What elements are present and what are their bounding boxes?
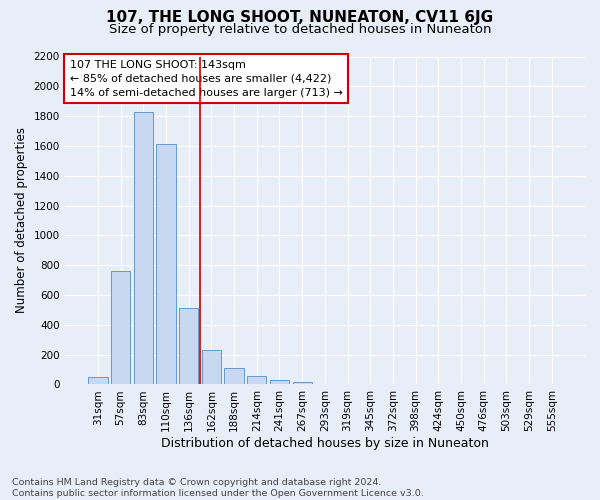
- Bar: [88, 377, 107, 384]
- Bar: [179, 308, 199, 384]
- Bar: [111, 271, 130, 384]
- Text: 107, THE LONG SHOOT, NUNEATON, CV11 6JG: 107, THE LONG SHOOT, NUNEATON, CV11 6JG: [106, 10, 494, 25]
- Text: Size of property relative to detached houses in Nuneaton: Size of property relative to detached ho…: [109, 22, 491, 36]
- Bar: [270, 380, 289, 384]
- Text: Contains HM Land Registry data © Crown copyright and database right 2024.
Contai: Contains HM Land Registry data © Crown c…: [12, 478, 424, 498]
- Y-axis label: Number of detached properties: Number of detached properties: [15, 128, 28, 314]
- Bar: [224, 368, 244, 384]
- Bar: [293, 382, 312, 384]
- Bar: [157, 144, 176, 384]
- X-axis label: Distribution of detached houses by size in Nuneaton: Distribution of detached houses by size …: [161, 437, 489, 450]
- Bar: [247, 376, 266, 384]
- Bar: [202, 350, 221, 384]
- Text: 107 THE LONG SHOOT: 143sqm
← 85% of detached houses are smaller (4,422)
14% of s: 107 THE LONG SHOOT: 143sqm ← 85% of deta…: [70, 60, 343, 98]
- Bar: [134, 112, 153, 384]
